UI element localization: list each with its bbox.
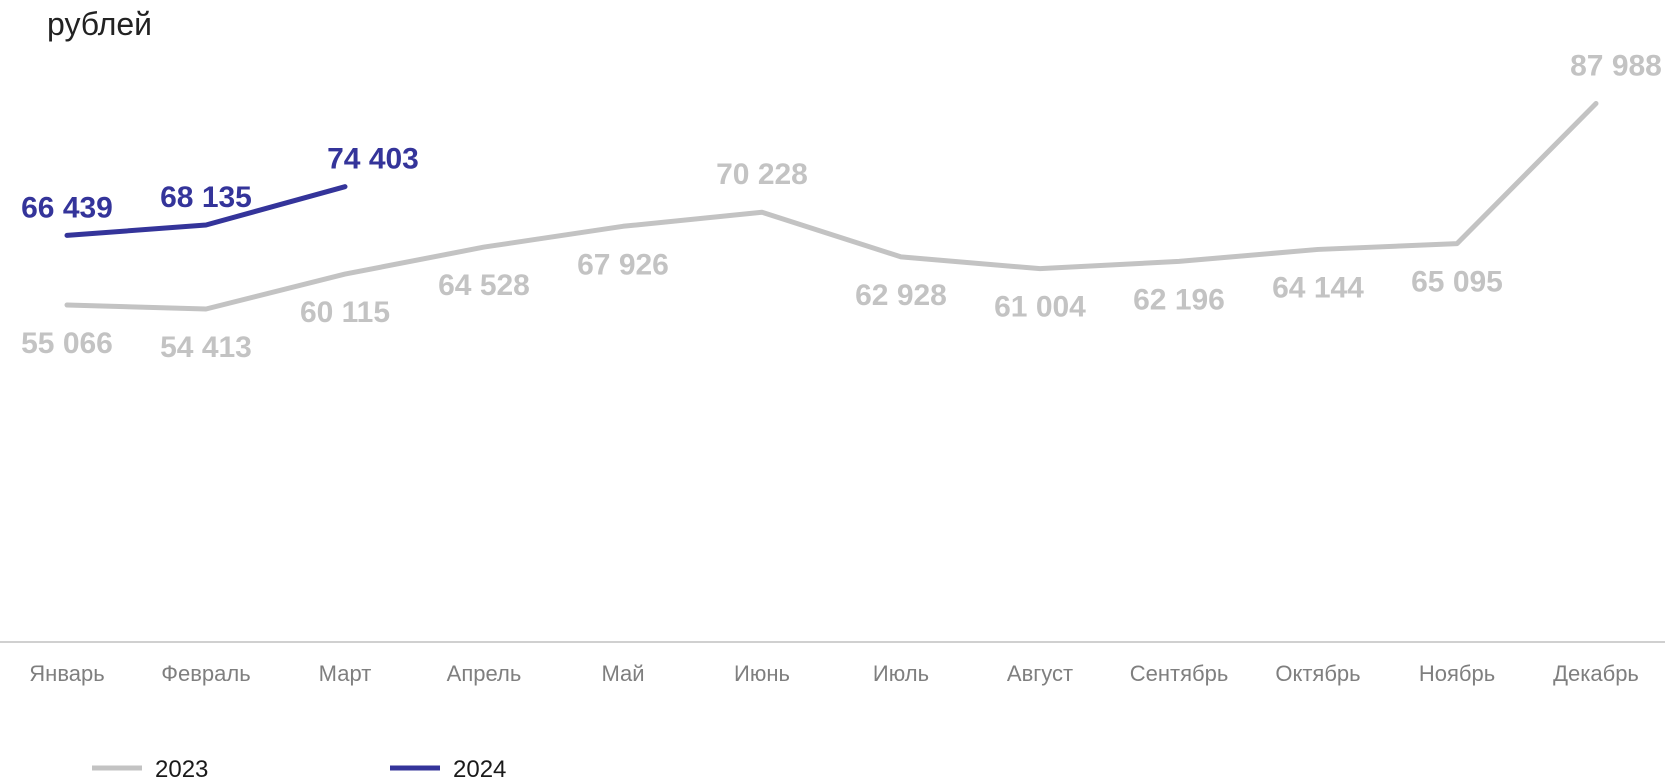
- x-tick-label: Июль: [873, 661, 929, 686]
- x-tick-label: Сентябрь: [1130, 661, 1229, 686]
- data-label: 55 066: [21, 327, 113, 360]
- legend-label: 2023: [155, 756, 208, 779]
- unit-label: рублей: [47, 6, 153, 42]
- x-tick-label: Май: [601, 661, 644, 686]
- series-line-2024: [64, 184, 348, 238]
- x-tick-label: Ноябрь: [1419, 661, 1495, 686]
- x-tick-label: Март: [319, 661, 372, 686]
- x-tick-label: Февраль: [161, 661, 250, 686]
- x-tick-label: Июнь: [734, 661, 790, 686]
- data-label: 62 196: [1133, 283, 1225, 316]
- data-label: 67 926: [577, 248, 669, 281]
- data-label: 61 004: [994, 291, 1086, 324]
- x-tick-label: Апрель: [447, 661, 522, 686]
- data-label: 87 988: [1570, 50, 1662, 83]
- x-tick-label: Октябрь: [1275, 661, 1360, 686]
- data-label: 74 403: [327, 143, 419, 176]
- series-line-2023: [64, 101, 1599, 312]
- data-label: 60 115: [300, 296, 390, 329]
- data-label: 64 528: [438, 269, 530, 302]
- data-label: 64 144: [1272, 271, 1364, 304]
- data-label: 65 095: [1411, 266, 1503, 299]
- data-label: 66 439: [21, 191, 113, 224]
- x-tick-label: Август: [1007, 661, 1073, 686]
- data-label: 68 135: [160, 181, 252, 214]
- legend-label: 2024: [453, 756, 506, 779]
- x-tick-label: Декабрь: [1553, 661, 1639, 686]
- data-label: 62 928: [855, 279, 947, 312]
- x-tick-label: Январь: [29, 661, 104, 686]
- data-label: 70 228: [716, 158, 808, 191]
- data-label: 54 413: [160, 331, 252, 364]
